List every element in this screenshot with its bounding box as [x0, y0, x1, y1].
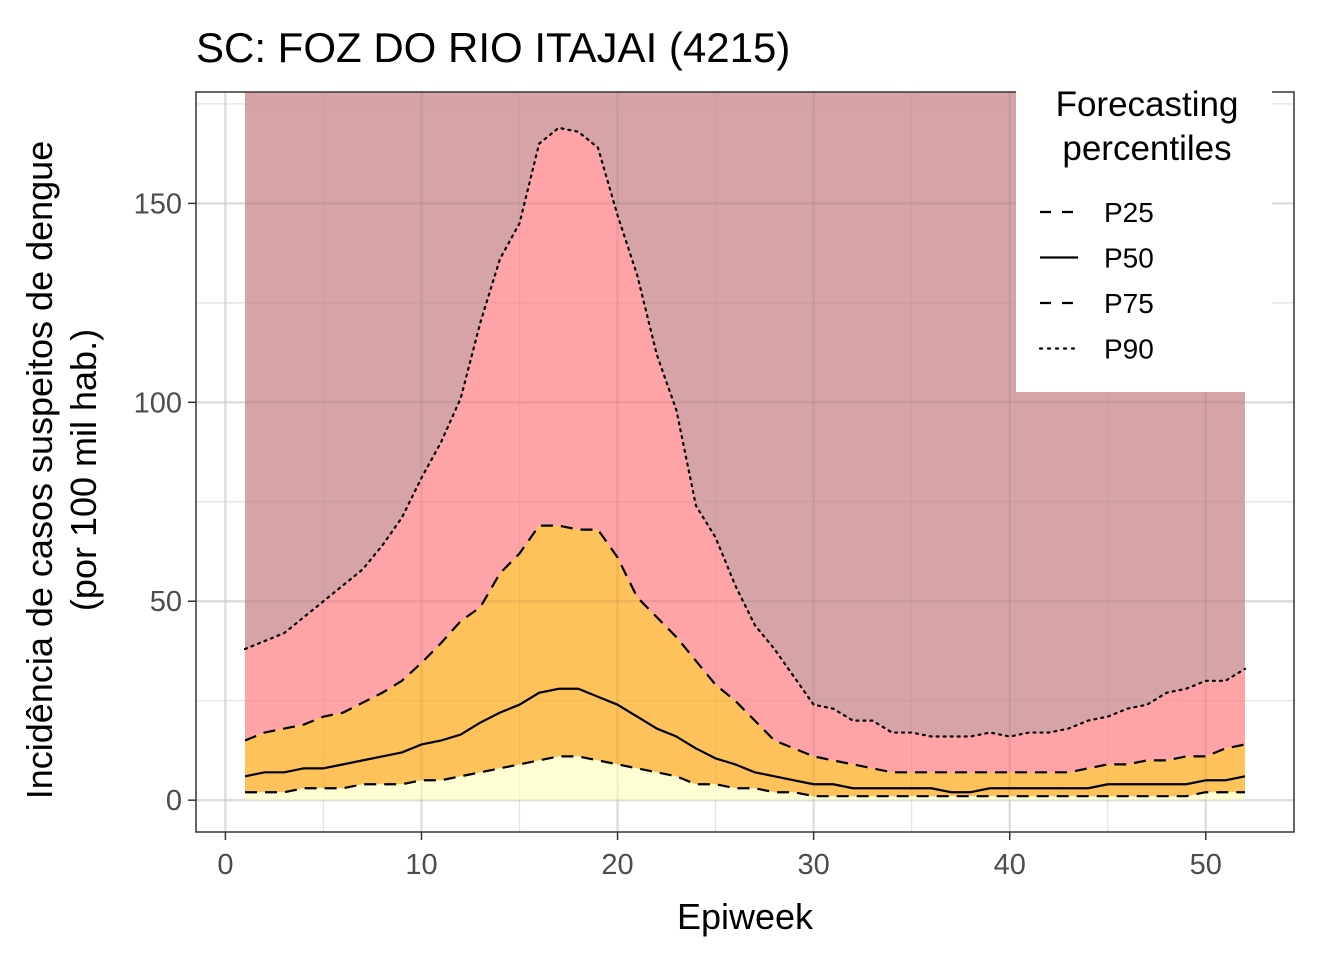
legend-background — [1016, 80, 1272, 392]
y-tick-label-0: 0 — [166, 785, 182, 817]
series-line-p25 — [245, 755, 1245, 798]
band-p90-top — [245, 92, 1245, 737]
x-tick-label-0: 0 — [217, 849, 233, 881]
legend-entries: P25 P50 P75 P90 — [1038, 197, 1154, 365]
legend-label-p90: P90 — [1104, 334, 1154, 365]
series-line-p90 — [243, 126, 1247, 738]
x-tick-label-1: 10 — [405, 849, 437, 881]
legend-label-p25: P25 — [1104, 197, 1154, 228]
legend-title-line1: Forecasting — [1056, 85, 1239, 124]
band-p75-p90 — [245, 127, 1245, 773]
percentile-bands — [245, 92, 1245, 801]
y-axis-title-line1: Incidência de casos suspeitos de dengue — [19, 141, 60, 799]
legend: Forecasting percentiles P25 P50 P75 P90 — [1016, 80, 1272, 392]
x-tick-label-4: 40 — [994, 849, 1026, 881]
y-tick-label-1: 50 — [150, 586, 182, 618]
x-tick-label-2: 20 — [601, 849, 633, 881]
y-tick-label-2: 100 — [134, 387, 182, 419]
series-line-p50 — [244, 687, 1246, 794]
legend-label-p50: P50 — [1104, 243, 1154, 274]
band-zero-p25 — [245, 756, 1245, 801]
chart-title: SC: FOZ DO RIO ITAJAI (4215) — [196, 24, 790, 71]
plot-border — [195, 91, 1295, 833]
legend-label-p75: P75 — [1104, 288, 1154, 319]
y-axis-title-line2: (por 100 mil hab.) — [63, 329, 104, 611]
x-tick-label-5: 50 — [1190, 849, 1222, 881]
x-tick-label-3: 30 — [797, 849, 829, 881]
legend-title-line2: percentiles — [1062, 129, 1231, 168]
x-axis-title: Epiweek — [677, 896, 814, 937]
percentile-lines — [243, 126, 1247, 798]
y-axis: 0 50 100 150 — [134, 188, 196, 817]
x-axis: 0 10 20 30 40 50 — [217, 832, 1222, 881]
y-tick-label-3: 150 — [134, 188, 182, 220]
series-line-p75 — [244, 524, 1246, 774]
band-p25-p75 — [245, 525, 1245, 797]
